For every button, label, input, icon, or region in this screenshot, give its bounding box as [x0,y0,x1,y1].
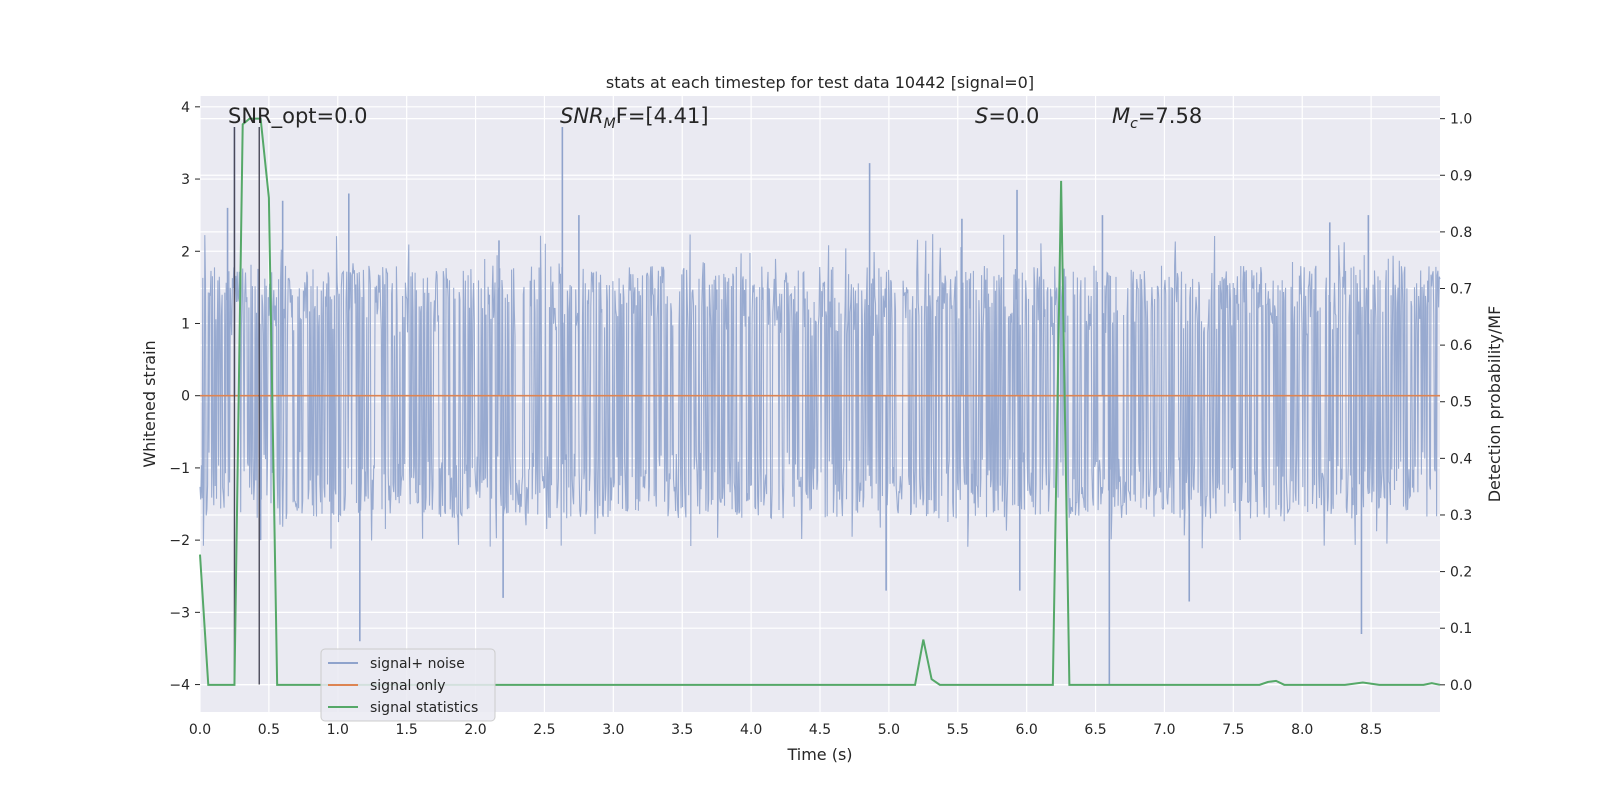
snr-mf-tail: F=[4.41] [616,104,709,128]
y-tick-label-left: −1 [169,461,190,477]
y-tick-label-left: 1 [181,316,190,332]
x-tick-label: 5.5 [947,722,969,738]
mc-sub: c [1130,116,1138,132]
y-axis-label-left: Whitened strain [140,340,159,467]
legend-label-signal-noise: signal+ noise [370,656,465,672]
y-tick-label-right: 0.6 [1450,338,1472,354]
legend: signal+ noise signal only signal statist… [320,648,496,722]
y-tick-label-left: 4 [181,100,190,116]
x-axis-label: Time (s) [786,745,852,764]
s-var: S [975,104,988,128]
legend-label-signal-only: signal only [370,678,445,694]
y-tick-label-right: 0.3 [1450,508,1472,524]
x-tick-label: 8.0 [1291,722,1313,738]
legend-label-signal-statistics: signal statistics [370,700,478,716]
y-tick-label-right: 0.7 [1450,282,1472,298]
y-tick-label-left: −4 [169,678,190,694]
x-tick-label: 0.0 [189,722,211,738]
x-tick-label: 2.0 [464,722,486,738]
y-tick-label-right: 0.2 [1450,565,1472,581]
y-tick-label-right: 0.5 [1450,395,1472,411]
y-tick-label-right: 0.0 [1450,678,1472,694]
x-tick-label: 4.5 [809,722,831,738]
annotation-snr-mf: SNRMF=[4.41] [560,104,709,132]
legend-box [320,648,496,722]
annotation-s: S=0.0 [975,104,1039,128]
y-tick-label-right: 0.1 [1450,621,1472,637]
y-tick-label-left: −2 [169,533,190,549]
s-val: =0.0 [988,104,1039,128]
y-axis-label-right: Detection probability/MF [1485,306,1504,503]
x-tick-label: 7.0 [1153,722,1175,738]
y-tick-labels-right: 1.0 0.9 0.8 0.7 0.6 0.5 0.4 0.3 0.2 0.1 0.0 [1440,112,1472,694]
snr-mf-sub: M [604,116,616,132]
x-tick-label: 3.5 [671,722,693,738]
y-tick-label-right: 1.0 [1450,112,1472,128]
y-tick-label-left: −3 [169,605,190,621]
y-tick-label-left: 2 [181,244,190,260]
x-tick-label: 1.5 [396,722,418,738]
x-tick-label: 4.0 [740,722,762,738]
series-signal-statistics [199,117,1441,686]
y-tick-label-left: 3 [181,172,190,188]
x-tick-label: 8.5 [1360,722,1382,738]
x-tick-label: 5.0 [878,722,900,738]
snr-mf-base: SNR [560,104,604,128]
y-tick-label-left: 0 [181,389,190,405]
x-tick-label: 1.0 [327,722,349,738]
annotation-snr-opt: SNR_opt=0.0 [228,104,368,129]
y-tick-label-right: 0.4 [1450,451,1472,467]
y-tick-labels-left: 4 3 2 1 0 −1 −2 −3 −4 [169,100,200,694]
x-tick-label: 7.5 [1222,722,1244,738]
series-signal-noise [199,127,1441,685]
noise-trace [199,234,1441,549]
x-tick-label: 6.5 [1084,722,1106,738]
mc-val: =7.58 [1138,104,1202,128]
y-tick-label-right: 0.9 [1450,168,1472,184]
x-tick-label: 2.5 [533,722,555,738]
x-tick-label: 0.5 [258,722,280,738]
signal-statistics-line [199,117,1441,686]
signal-marker-lines [233,127,260,685]
x-tick-labels: 0.0 0.5 1.0 1.5 2.0 2.5 3.0 3.5 4.0 4.5 5.0 5.5 6.0 6… [189,722,1382,738]
chart-title: stats at each timestep for test data 104… [606,73,1034,92]
x-tick-label: 3.0 [602,722,624,738]
mc-var: M [1112,104,1130,128]
annotation-mc: Mc=7.58 [1112,104,1202,132]
x-tick-label: 6.0 [1016,722,1038,738]
y-tick-label-right: 0.8 [1450,225,1472,241]
